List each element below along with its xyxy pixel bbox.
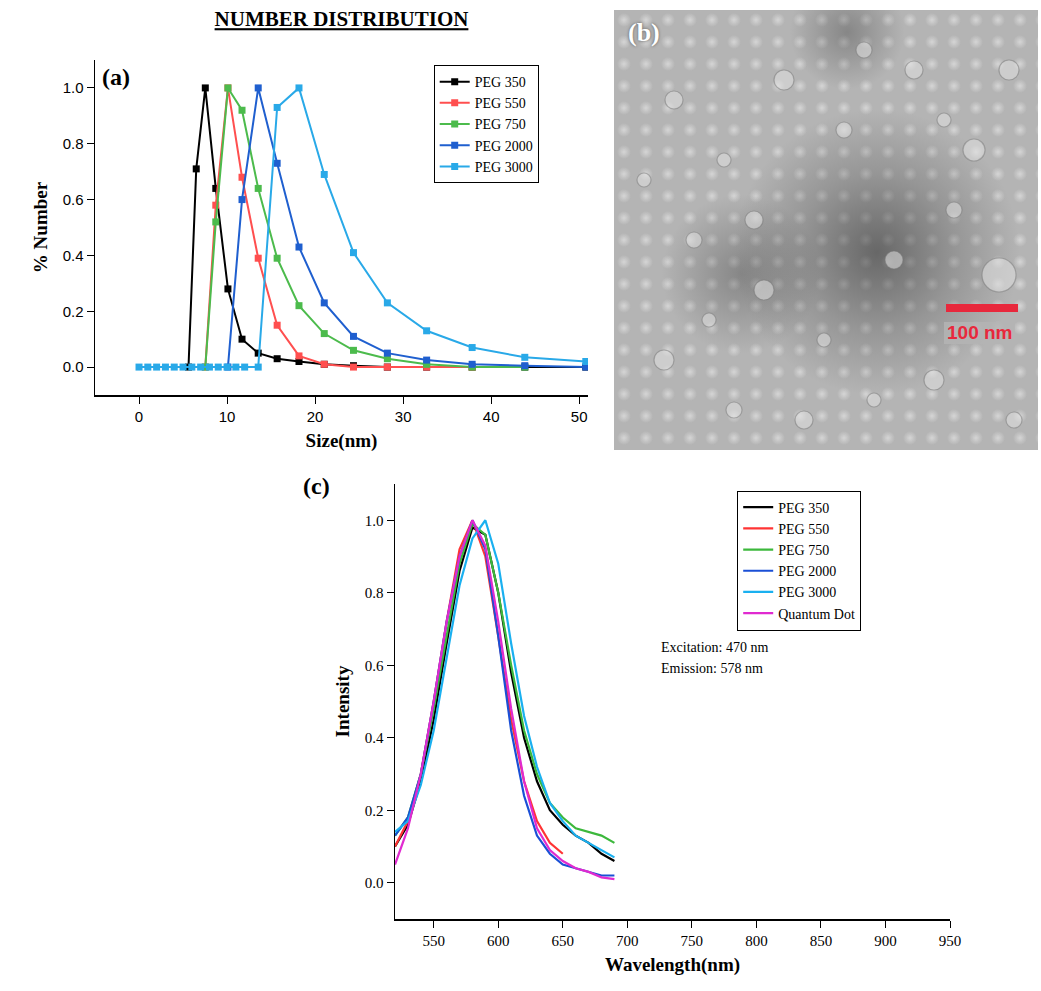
svg-text:750: 750 (681, 933, 704, 949)
svg-text:650: 650 (552, 933, 575, 949)
html-text:100 nm: 100 nm (947, 322, 1013, 343)
svg-text:Intensity: Intensity (332, 665, 353, 737)
svg-text:PEG 3000: PEG 3000 (475, 160, 533, 175)
svg-text:0.2: 0.2 (63, 303, 84, 320)
svg-text:700: 700 (616, 933, 639, 949)
svg-text:PEG 350: PEG 350 (475, 75, 526, 90)
svg-text:PEG 750: PEG 750 (778, 543, 829, 558)
svg-text:% Number: % Number (30, 181, 51, 273)
svg-text:PEG 3000: PEG 3000 (778, 585, 836, 600)
svg-text:0.4: 0.4 (63, 247, 84, 264)
svg-text:850: 850 (810, 933, 833, 949)
svg-text:Size(nm): Size(nm) (306, 430, 378, 452)
svg-text:0.6: 0.6 (365, 658, 384, 674)
svg-text:PEG 2000: PEG 2000 (475, 139, 533, 154)
svg-text:NUMBER DISTRIBUTION: NUMBER DISTRIBUTION (215, 7, 469, 31)
svg-text:0.8: 0.8 (365, 585, 384, 601)
svg-text:0.8: 0.8 (63, 135, 84, 152)
svg-text:PEG 550: PEG 550 (778, 522, 829, 537)
svg-text:Quantum Dot: Quantum Dot (778, 607, 855, 622)
svg-text:950: 950 (939, 933, 962, 949)
svg-text:800: 800 (745, 933, 768, 949)
svg-text:PEG 2000: PEG 2000 (778, 564, 836, 579)
svg-text:900: 900 (874, 933, 897, 949)
svg-text:Excitation: 470 nm: Excitation: 470 nm (661, 640, 768, 655)
svg-text:PEG 750: PEG 750 (475, 117, 526, 132)
svg-text:0.4: 0.4 (365, 730, 384, 746)
svg-text:0.0: 0.0 (63, 358, 84, 375)
svg-text:Emission: 578 nm: Emission: 578 nm (661, 661, 763, 676)
svg-text:550: 550 (422, 933, 445, 949)
svg-text:0.2: 0.2 (365, 803, 384, 819)
svg-text:(a): (a) (102, 64, 130, 90)
svg-text:PEG 550: PEG 550 (475, 96, 526, 111)
svg-text:0: 0 (135, 408, 143, 425)
svg-text:50: 50 (571, 408, 588, 425)
svg-text:(c): (c) (303, 473, 330, 499)
svg-text:1.0: 1.0 (365, 513, 384, 529)
svg-text:10: 10 (219, 408, 236, 425)
html-text:(b): (b) (628, 18, 660, 47)
svg-text:0.6: 0.6 (63, 191, 84, 208)
svg-text:0.0: 0.0 (365, 875, 384, 891)
svg-text:40: 40 (483, 408, 500, 425)
svg-text:30: 30 (395, 408, 412, 425)
svg-text:600: 600 (487, 933, 510, 949)
svg-text:1.0: 1.0 (63, 79, 84, 96)
svg-text:PEG 350: PEG 350 (778, 501, 829, 516)
svg-text:Wavelength(nm): Wavelength(nm) (605, 954, 740, 976)
svg-text:20: 20 (307, 408, 324, 425)
